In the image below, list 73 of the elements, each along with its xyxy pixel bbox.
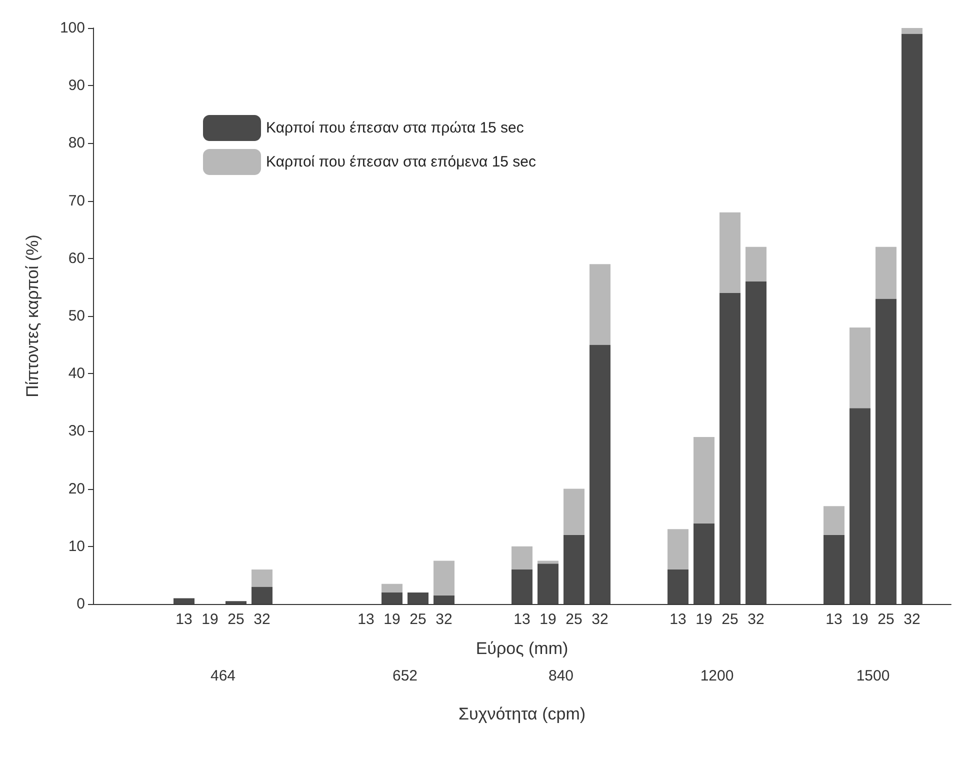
x-tick-label: 19	[202, 611, 218, 628]
x-tick-label: 32	[254, 611, 270, 628]
x-tick-label: 25	[228, 611, 244, 628]
y-tick-label: 40	[68, 365, 85, 382]
x-tick-label: 32	[436, 611, 452, 628]
x-tick-label: 13	[670, 611, 686, 628]
bar	[564, 488, 584, 535]
bar	[694, 523, 714, 604]
y-tick-label: 50	[68, 308, 85, 324]
bar	[408, 592, 428, 604]
bar	[434, 595, 454, 604]
x2-axis-title: Συχνότητα (cpm)	[458, 704, 586, 724]
bar	[902, 28, 922, 34]
y-tick-label: 90	[68, 77, 85, 94]
x-tick-label: 13	[514, 611, 530, 628]
x-tick-label: 25	[566, 611, 582, 628]
bar	[590, 344, 610, 604]
bar	[668, 569, 688, 604]
bar	[694, 436, 714, 524]
bar	[382, 584, 402, 592]
text: 464	[210, 668, 236, 684]
x-tick-label: 19	[540, 611, 556, 628]
legend-label: Καρποί που έπεσαν στα πρώτα 15 sec	[266, 120, 524, 136]
y-tick-label: 100	[60, 20, 85, 36]
bar	[902, 34, 922, 604]
bar	[850, 328, 870, 408]
bar	[252, 569, 272, 587]
y-tick-label: 80	[68, 134, 85, 152]
y-tick-label: 30	[68, 422, 85, 440]
y-tick-label: 60	[68, 250, 85, 267]
text: 1500	[856, 668, 890, 684]
bar	[720, 212, 740, 293]
x-tick-label: 32	[592, 611, 608, 628]
bar	[512, 569, 532, 604]
bar	[876, 298, 896, 604]
x-tick-label: 19	[384, 611, 400, 628]
bar	[382, 592, 402, 604]
text: 1200	[700, 668, 734, 684]
bar	[226, 601, 246, 604]
x-tick-label: 32	[904, 611, 920, 628]
y-tick-label: 20	[68, 480, 85, 498]
bar	[824, 534, 844, 604]
bar	[824, 506, 844, 535]
x-tick-label: 13	[826, 611, 842, 628]
bar	[512, 546, 532, 570]
bar	[590, 264, 610, 345]
x-tick-label: 13	[176, 611, 192, 628]
bar	[746, 281, 766, 604]
bar	[876, 246, 896, 299]
x-tick-label: 32	[748, 611, 764, 628]
x-tick-label: 19	[852, 611, 868, 628]
bar	[538, 564, 558, 604]
bar	[720, 292, 740, 604]
text: 840	[548, 668, 574, 684]
y-tick-label: 0	[76, 596, 85, 612]
x-tick-label: 25	[410, 611, 426, 628]
bar	[746, 246, 766, 282]
text: 652	[392, 668, 418, 684]
y-tick-label: 10	[68, 538, 85, 555]
x-axis-title: Εύρος (mm)	[476, 639, 568, 658]
x-tick-label: 25	[722, 611, 738, 628]
y-tick-label: 70	[68, 192, 85, 210]
bar	[174, 598, 194, 604]
bar	[434, 560, 454, 596]
x-tick-label: 19	[696, 611, 712, 628]
bar	[850, 408, 870, 604]
bar	[252, 586, 272, 604]
legend-label: Καρποί που έπεσαν στα επόμενα 15 sec	[266, 154, 537, 170]
x-tick-label: 13	[358, 611, 374, 628]
x-tick-label: 25	[878, 611, 894, 628]
bar	[564, 534, 584, 604]
y-axis-title: Πίπτοντες καρποί (%)	[23, 234, 42, 398]
bar	[668, 529, 688, 570]
